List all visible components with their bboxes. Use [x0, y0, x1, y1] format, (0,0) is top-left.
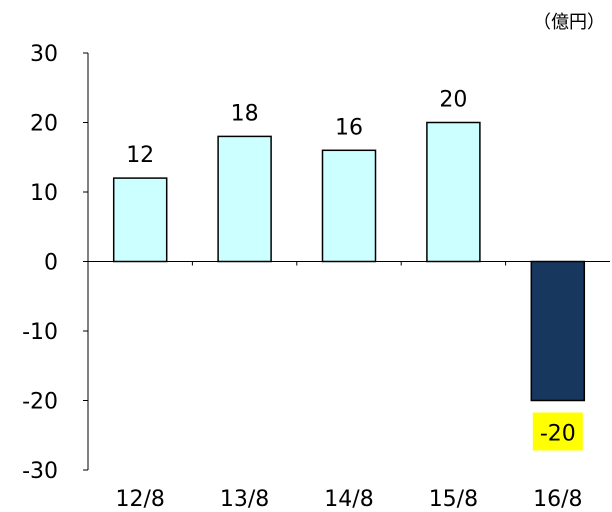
x-axis-tickmarks — [191, 261, 507, 266]
data-labels: 12 18 16 20 -20 — [126, 88, 583, 451]
y-axis-ticks: 30 20 10 0 -10 -20 -30 — [22, 42, 88, 484]
bar-13-8 — [217, 135, 272, 263]
y-tick-label: -30 — [22, 459, 58, 484]
y-tick-label: -10 — [22, 320, 58, 345]
data-label-highlight — [532, 412, 583, 451]
x-tick-label: 14/8 — [324, 487, 373, 512]
unit-label: （億円） — [533, 12, 605, 33]
y-tick-label: -20 — [22, 390, 58, 415]
x-tick-label: 12/8 — [115, 487, 164, 512]
data-label: -20 — [540, 422, 576, 447]
y-tick-label: 30 — [30, 42, 58, 67]
y-tick-label: 10 — [30, 181, 58, 206]
bar-16-8 — [530, 260, 586, 402]
data-label: 18 — [231, 101, 259, 126]
x-axis-tick-labels: 12/8 13/8 14/8 15/8 16/8 — [115, 487, 582, 512]
bar-12-8 — [112, 177, 168, 263]
y-tick-label: 0 — [44, 251, 58, 276]
bars — [112, 121, 586, 402]
data-label: 16 — [335, 115, 363, 140]
bar-15-8 — [426, 121, 481, 263]
bar-14-8 — [321, 149, 377, 263]
data-label: 12 — [126, 143, 154, 168]
data-label: 20 — [439, 88, 467, 113]
x-tick-label: 15/8 — [429, 487, 478, 512]
x-tick-label: 16/8 — [533, 487, 582, 512]
y-tick-label: 20 — [30, 112, 58, 137]
x-tick-label: 13/8 — [220, 487, 269, 512]
